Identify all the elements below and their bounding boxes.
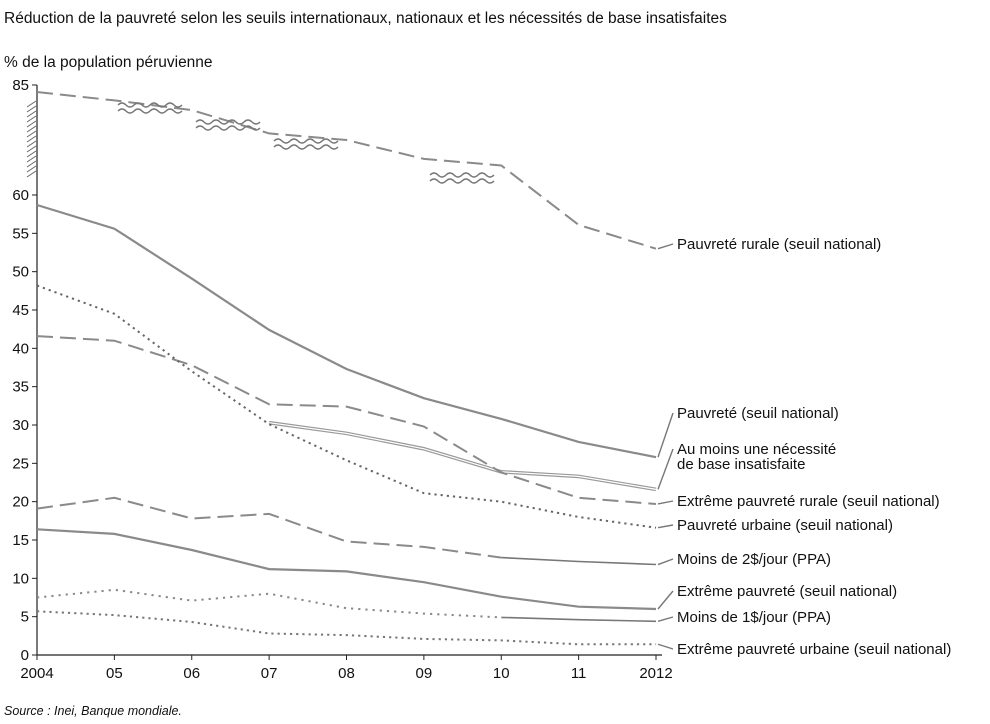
y-tick-label: 55 [12, 225, 29, 242]
series-line-extreme-pauvrete-urbaine-seuil-national [36, 610, 656, 646]
series-label: Moins de 2$/jour (PPA) [677, 551, 831, 568]
series-label-leader [657, 448, 674, 490]
y-axis-break-mark [26, 115, 37, 123]
series-label: Pauvreté urbaine (seuil national) [677, 517, 893, 534]
x-tick-label: 11 [571, 665, 587, 682]
data-point [190, 363, 194, 367]
series-break-mark [117, 102, 183, 108]
y-axis-break-mark [26, 155, 37, 163]
data-point [345, 540, 349, 544]
series-break-mark [117, 108, 183, 114]
data-point [422, 637, 426, 641]
y-tick-label: 20 [12, 494, 29, 511]
series-label: Extrême pauvreté rurale (seuil national) [677, 493, 940, 510]
y-tick-label: 35 [12, 379, 29, 396]
series-break-mark [195, 119, 261, 125]
series-label-leader [657, 243, 674, 250]
series-line-pauvrete-urbaine-seuil-national [36, 284, 657, 529]
series-line-moins-de-2-jour-ppa [36, 496, 502, 559]
series-label-leader [657, 558, 674, 566]
y-axis-break-mark [26, 120, 37, 128]
x-tick-label: 05 [106, 665, 123, 682]
series-line-extreme-pauvrete-seuil-national [36, 528, 657, 611]
x-tick-label: 07 [261, 665, 278, 682]
series-break-mark [429, 172, 495, 178]
series-line-pauvrete-seuil-national [36, 203, 657, 459]
series-break-mark [429, 178, 495, 184]
source-note: Source : Inei, Banque mondiale. [4, 704, 182, 718]
y-tick-label: 5 [21, 609, 29, 626]
y-axis-break-mark [26, 135, 37, 143]
data-point [190, 599, 194, 603]
data-point [112, 588, 116, 592]
y-axis-label: % de la population péruvienne [4, 54, 213, 71]
series-line-au-moins-une-necessite-de-base-insatisfaite-inner [269, 422, 657, 490]
series-label-leader [657, 412, 674, 458]
series-break-mark [195, 125, 261, 131]
y-axis-break-mark [26, 165, 37, 173]
data-point [190, 517, 194, 521]
data-point [577, 642, 581, 646]
series-line-extreme-pauvrete-rurale-seuil-national [36, 335, 657, 505]
y-tick-label: 50 [12, 264, 29, 281]
y-tick-label: 25 [12, 455, 29, 472]
series-label: Extrême pauvreté (seuil national) [677, 583, 897, 600]
series-line-moins-de-2-jour-ppa-solid [501, 556, 657, 566]
y-axis-break-mark [26, 110, 37, 118]
y-tick-label: 10 [12, 570, 29, 587]
x-tick-label: 06 [183, 665, 200, 682]
series-label-leader [657, 643, 674, 650]
y-tick-label: 30 [12, 417, 29, 434]
x-tick-label: 08 [338, 665, 355, 682]
y-tick-label: 45 [12, 302, 29, 319]
data-point [654, 526, 658, 530]
y-tick-label: 60 [12, 187, 29, 204]
series-label: Au moins une nécessité [677, 441, 836, 458]
y-axis-break-mark [26, 100, 37, 108]
series-line-moins-de-1-jour-ppa-solid [501, 616, 657, 623]
y-axis-break-mark [26, 105, 37, 113]
y-tick-label: 40 [12, 340, 29, 357]
chart-title: Réduction de la pauvreté selon les seuil… [4, 10, 727, 27]
series-label: de base insatisfaite [677, 456, 805, 473]
y-axis-break-mark [26, 125, 37, 133]
x-tick-label: 09 [416, 665, 433, 682]
data-point [190, 108, 194, 112]
series-label: Moins de 1$/jour (PPA) [677, 609, 831, 626]
x-tick-label: 2004 [20, 665, 53, 682]
y-axis-break-mark [26, 160, 37, 168]
series-break-mark [273, 138, 339, 144]
series-line-pauvrete-rurale-seuil-national [36, 91, 657, 250]
y-tick-label: 85 [12, 77, 29, 94]
series-label-leader [657, 524, 674, 529]
series-label-leader [657, 590, 674, 610]
data-point [267, 632, 271, 636]
x-tick-label: 10 [493, 665, 510, 682]
series-label: Pauvreté (seuil national) [677, 405, 839, 422]
series-label: Pauvreté rurale (seuil national) [677, 236, 881, 253]
y-tick-label: 0 [21, 647, 29, 664]
y-tick-label: 15 [12, 532, 29, 549]
y-axis-break-mark [26, 130, 37, 138]
x-tick-label: 2012 [639, 665, 672, 682]
series-label-leader [657, 616, 674, 622]
series-label: Extrême pauvreté urbaine (seuil national… [677, 641, 951, 658]
y-axis-break-mark [26, 170, 37, 178]
y-axis-break-mark [26, 145, 37, 153]
y-axis-break-mark [26, 150, 37, 158]
series-label-leader [657, 500, 674, 505]
y-axis-break-mark [26, 140, 37, 148]
series-break-mark [273, 144, 339, 150]
series-line-moins-de-1-jour-ppa [36, 588, 502, 619]
